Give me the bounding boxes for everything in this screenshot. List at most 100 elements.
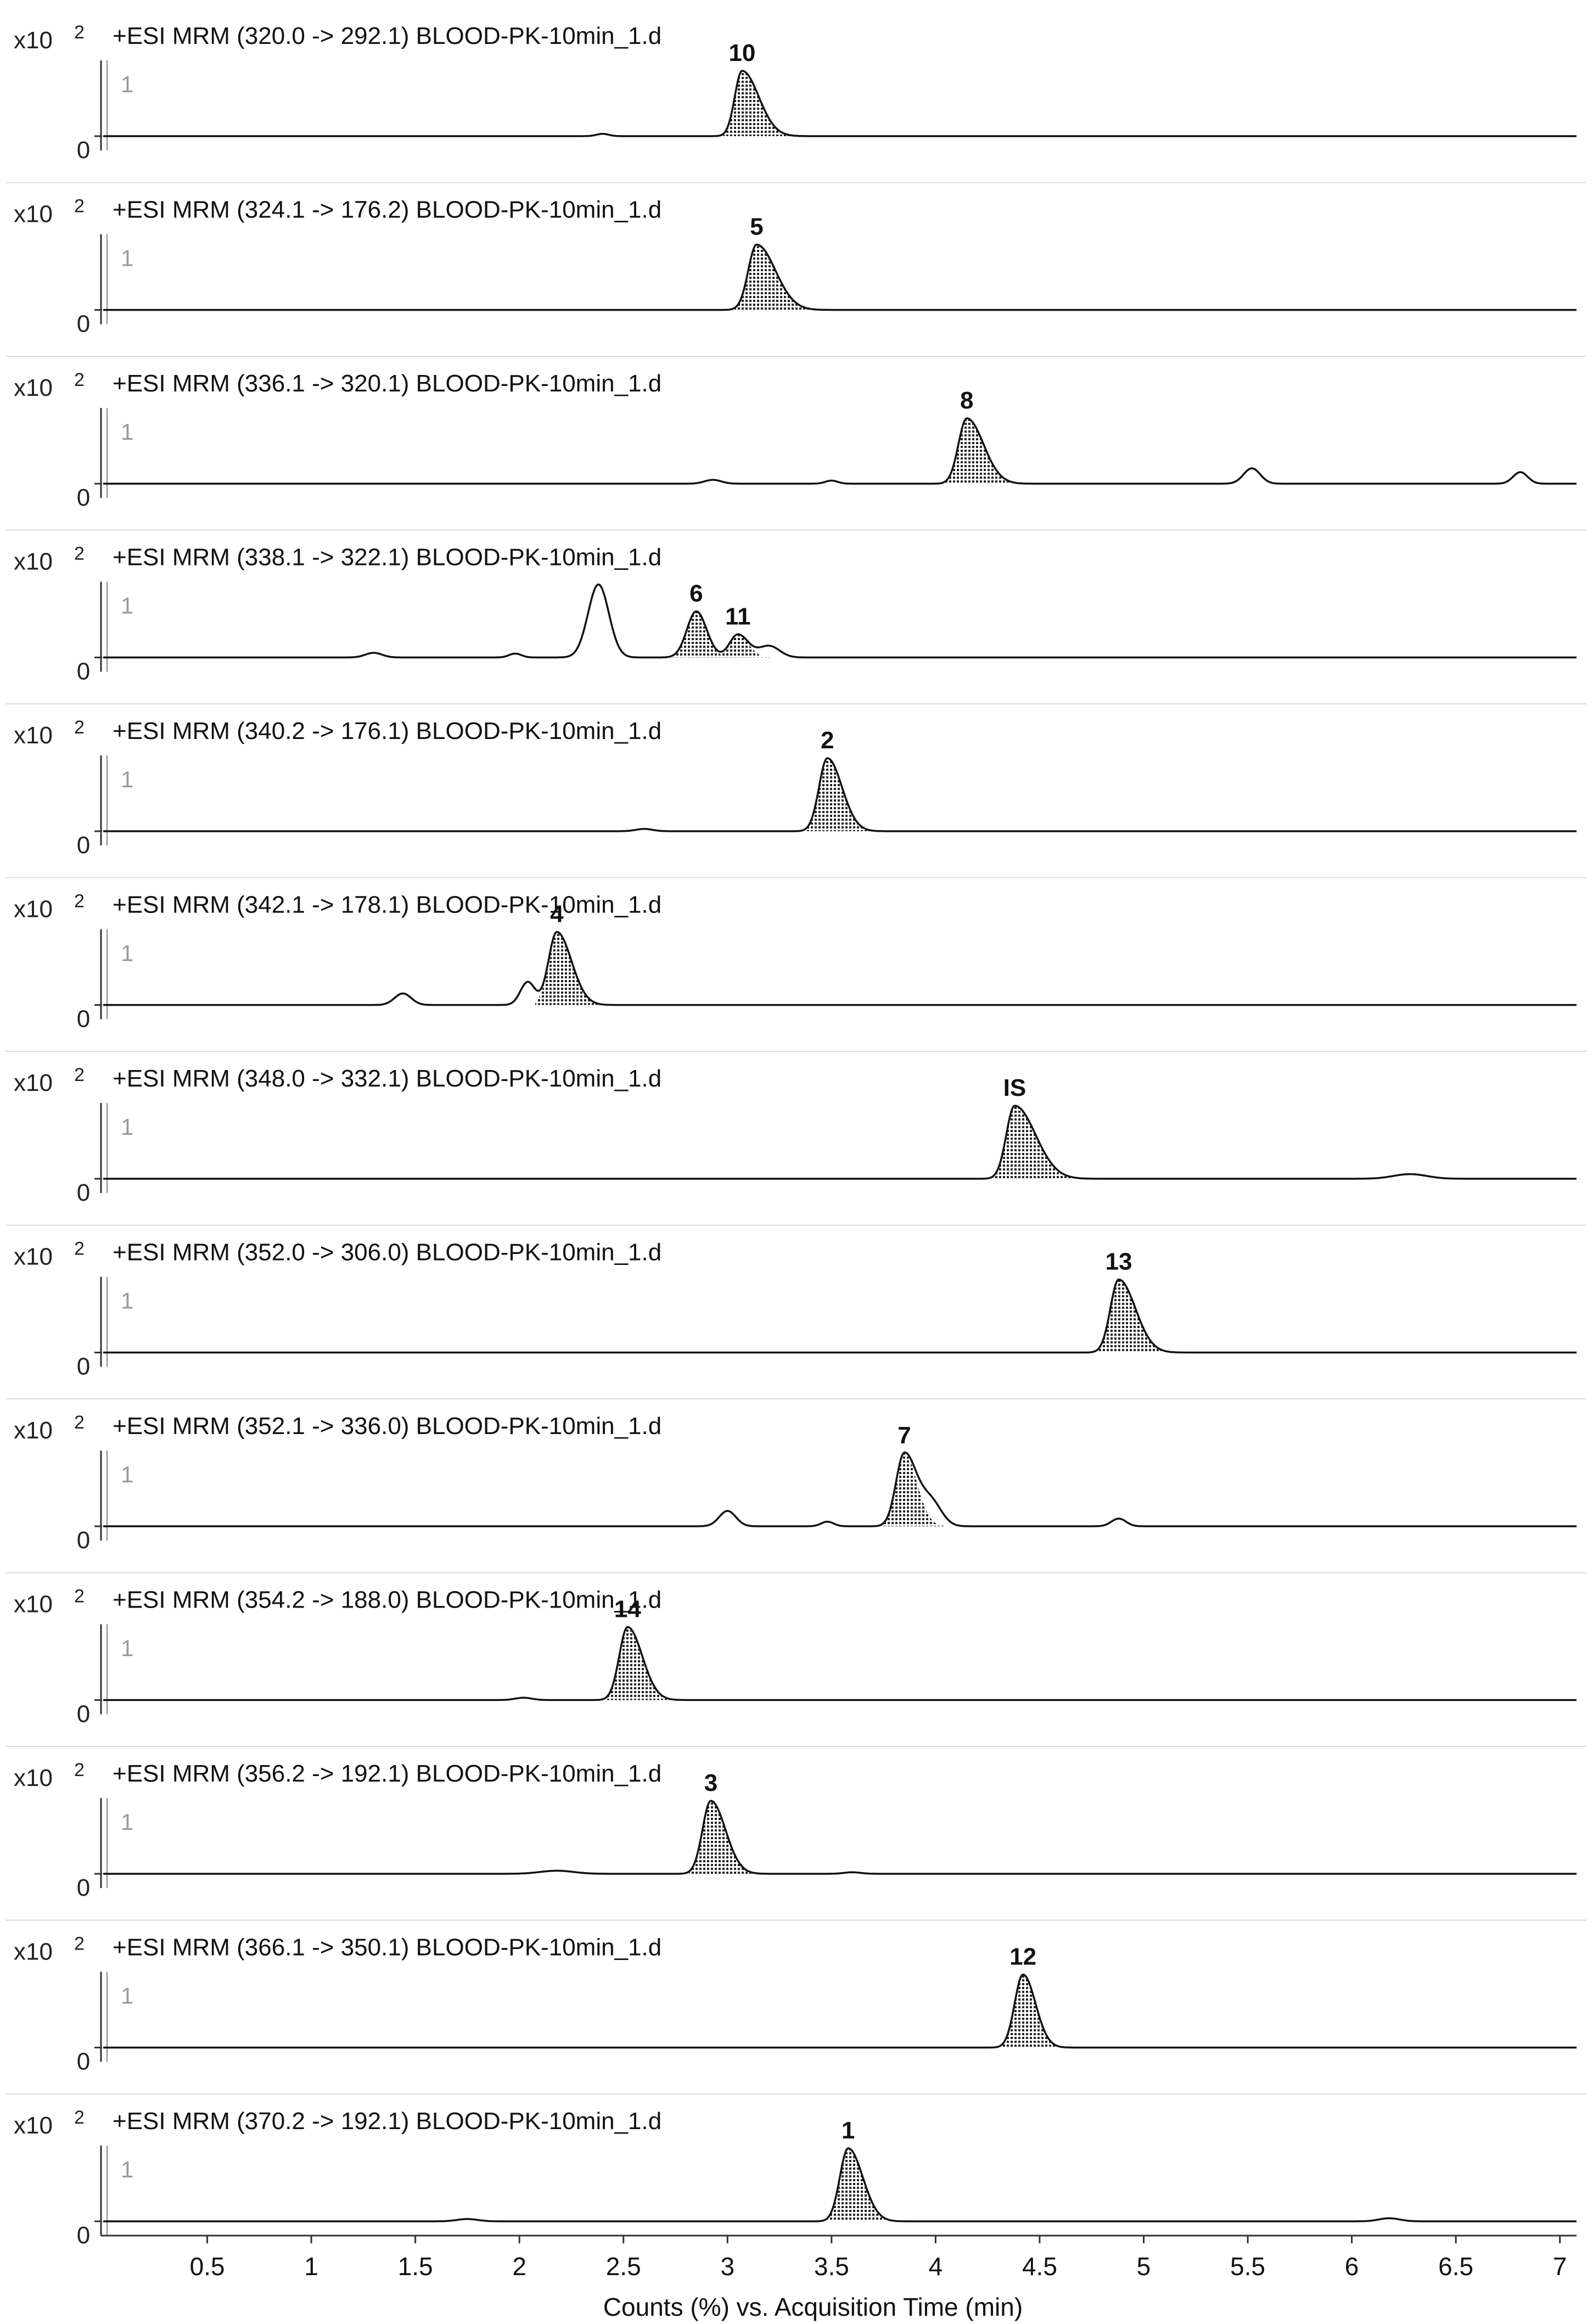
panel-5: x10 2 +ESI MRM (340.2 -> 176.1) BLOOD-PK-1… xyxy=(5,703,1586,859)
y-multiplier-label: x10 xyxy=(14,1591,53,1618)
y-tick-label-1: 1 xyxy=(121,1809,133,1835)
y-tick-label-1: 1 xyxy=(121,593,133,619)
peak-area-6 xyxy=(672,611,730,658)
peak-label: 6 xyxy=(689,580,703,607)
panel-10: x10 2 +ESI MRM (354.2 -> 188.0) BLOOD-PK-1… xyxy=(5,1572,1586,1728)
x-tick-label: 5 xyxy=(1137,2252,1151,2281)
y-multiplier-label: x10 xyxy=(14,1765,53,1791)
y-tick-label-1: 1 xyxy=(121,1288,133,1314)
y-tick-label-1: 1 xyxy=(121,1636,133,1661)
peak-label: 11 xyxy=(725,603,751,630)
y-multiplier-label: x10 xyxy=(14,2112,53,2139)
panel-8: x10 2 +ESI MRM (352.0 -> 306.0) BLOOD-PK-1… xyxy=(5,1224,1586,1380)
y-tick-label-0: 0 xyxy=(77,2222,90,2249)
x-tick-label: 2 xyxy=(512,2252,526,2281)
peak-label: 12 xyxy=(1009,1944,1036,1970)
peak-area-3 xyxy=(689,1801,758,1874)
panel-title: +ESI MRM (356.2 -> 192.1) BLOOD-PK-10min… xyxy=(113,1760,661,1787)
y-tick-label-1: 1 xyxy=(121,766,133,792)
y-tick-label-0: 0 xyxy=(77,1874,90,1901)
panel-4: x10 2 +ESI MRM (338.1 -> 322.1) BLOOD-PK-1… xyxy=(5,529,1586,685)
peak-area-1 xyxy=(826,2148,895,2221)
peak-label: 7 xyxy=(898,1422,911,1449)
peak-label: 4 xyxy=(550,901,564,928)
y-exponent-label: 2 xyxy=(74,369,85,390)
panel-9: x10 2 +ESI MRM (352.1 -> 336.0) BLOOD-PK-1… xyxy=(5,1398,1586,1554)
peak-area-8 xyxy=(945,418,1020,484)
panel-title: +ESI MRM (320.0 -> 292.1) BLOOD-PK-10min… xyxy=(113,23,661,49)
panels: x10 2 +ESI MRM (320.0 -> 292.1) BLOOD-PK-1… xyxy=(5,22,1586,2249)
y-exponent-label: 2 xyxy=(74,1586,85,1607)
panel-title: +ESI MRM (340.2 -> 176.1) BLOOD-PK-10min… xyxy=(113,718,661,744)
peak-label: 14 xyxy=(614,1596,641,1623)
chromatogram-trace xyxy=(103,1278,1577,1354)
y-tick-label-1: 1 xyxy=(121,1983,133,2009)
panel-title: +ESI MRM (370.2 -> 192.1) BLOOD-PK-10min… xyxy=(113,2108,661,2135)
chromatogram-trace xyxy=(103,757,1577,832)
chromatogram-trace xyxy=(103,583,1577,659)
y-exponent-label: 2 xyxy=(74,2107,85,2128)
peak-label: 5 xyxy=(750,214,763,240)
y-tick-label-1: 1 xyxy=(121,245,133,271)
chromatogram-trace xyxy=(103,70,1577,137)
panel-12: x10 2 +ESI MRM (366.1 -> 350.1) BLOOD-PK-1… xyxy=(5,1919,1586,2075)
panel-title: +ESI MRM (348.0 -> 332.1) BLOOD-PK-10min… xyxy=(113,1065,661,1092)
y-tick-label-0: 0 xyxy=(77,1353,90,1380)
y-exponent-label: 2 xyxy=(74,891,85,912)
x-tick-label: 0.5 xyxy=(190,2252,225,2281)
panel-1: x10 2 +ESI MRM (320.0 -> 292.1) BLOOD-PK-1… xyxy=(14,22,1577,164)
chromatogram-trace xyxy=(103,1973,1577,2049)
peak-area-10 xyxy=(723,71,795,136)
x-axis-label: Counts (%) vs. Acquisition Time (min) xyxy=(603,2293,1023,2321)
x-tick-label: 3.5 xyxy=(814,2252,849,2281)
panel-title: +ESI MRM (338.1 -> 322.1) BLOOD-PK-10min… xyxy=(113,544,661,571)
y-tick-label-0: 0 xyxy=(77,1701,90,1728)
chromatogram-trace xyxy=(103,931,1577,1006)
peak-label: IS xyxy=(1003,1074,1027,1101)
chromatogram-trace xyxy=(103,1451,1577,1527)
x-tick-label: 7 xyxy=(1553,2252,1567,2281)
x-tick-label: 2.5 xyxy=(606,2252,641,2281)
peak-area-14 xyxy=(605,1627,675,1700)
y-tick-label-0: 0 xyxy=(77,1179,90,1206)
peak-area-2 xyxy=(805,758,874,831)
peak-label: 8 xyxy=(960,387,973,414)
y-tick-label-0: 0 xyxy=(77,137,90,164)
y-tick-label-1: 1 xyxy=(121,1461,133,1487)
y-multiplier-label: x10 xyxy=(14,201,53,228)
y-multiplier-label: x10 xyxy=(14,548,53,575)
peak-label: 2 xyxy=(821,727,834,754)
panel-title: +ESI MRM (366.1 -> 350.1) BLOOD-PK-10min… xyxy=(113,1934,661,1961)
peak-label: 13 xyxy=(1106,1248,1132,1275)
chromatogram-trace xyxy=(103,1800,1577,1875)
peak-label: 3 xyxy=(704,1769,717,1796)
panel-title: +ESI MRM (336.1 -> 320.1) BLOOD-PK-10min… xyxy=(113,370,661,397)
y-multiplier-label: x10 xyxy=(14,1939,53,1965)
x-axis: 0.5 1 1.5 2 2.5 3 3.5 4 4.5 5 5.5 6 6.5 7 xyxy=(101,2235,1577,2281)
y-tick-label-1: 1 xyxy=(121,2157,133,2182)
x-tick-label: 5.5 xyxy=(1230,2252,1265,2281)
chromatogram-trace xyxy=(103,417,1577,485)
panel-title: +ESI MRM (324.1 -> 176.2) BLOOD-PK-10min… xyxy=(113,197,661,223)
chromatogram-trace xyxy=(103,2147,1577,2222)
y-multiplier-label: x10 xyxy=(14,896,53,923)
x-tick-label: 1 xyxy=(304,2252,318,2281)
x-tick-label: 1.5 xyxy=(398,2252,433,2281)
x-tick-label: 6.5 xyxy=(1438,2252,1473,2281)
y-tick-label-0: 0 xyxy=(77,832,90,859)
x-tick-label: 6 xyxy=(1345,2252,1359,2281)
y-tick-label-1: 1 xyxy=(121,419,133,445)
peak-label: 1 xyxy=(842,2117,855,2144)
y-tick-label-0: 0 xyxy=(77,1527,90,1554)
y-multiplier-label: x10 xyxy=(14,1417,53,1444)
x-tick-label: 3 xyxy=(720,2252,734,2281)
y-multiplier-label: x10 xyxy=(14,374,53,401)
y-multiplier-label: x10 xyxy=(14,722,53,749)
y-tick-label-0: 0 xyxy=(77,1006,90,1033)
y-tick-label-0: 0 xyxy=(77,2048,90,2075)
y-exponent-label: 2 xyxy=(74,1239,85,1259)
y-exponent-label: 2 xyxy=(74,1412,85,1433)
peak-label: 10 xyxy=(728,40,755,66)
peak-area-13 xyxy=(1097,1279,1172,1353)
